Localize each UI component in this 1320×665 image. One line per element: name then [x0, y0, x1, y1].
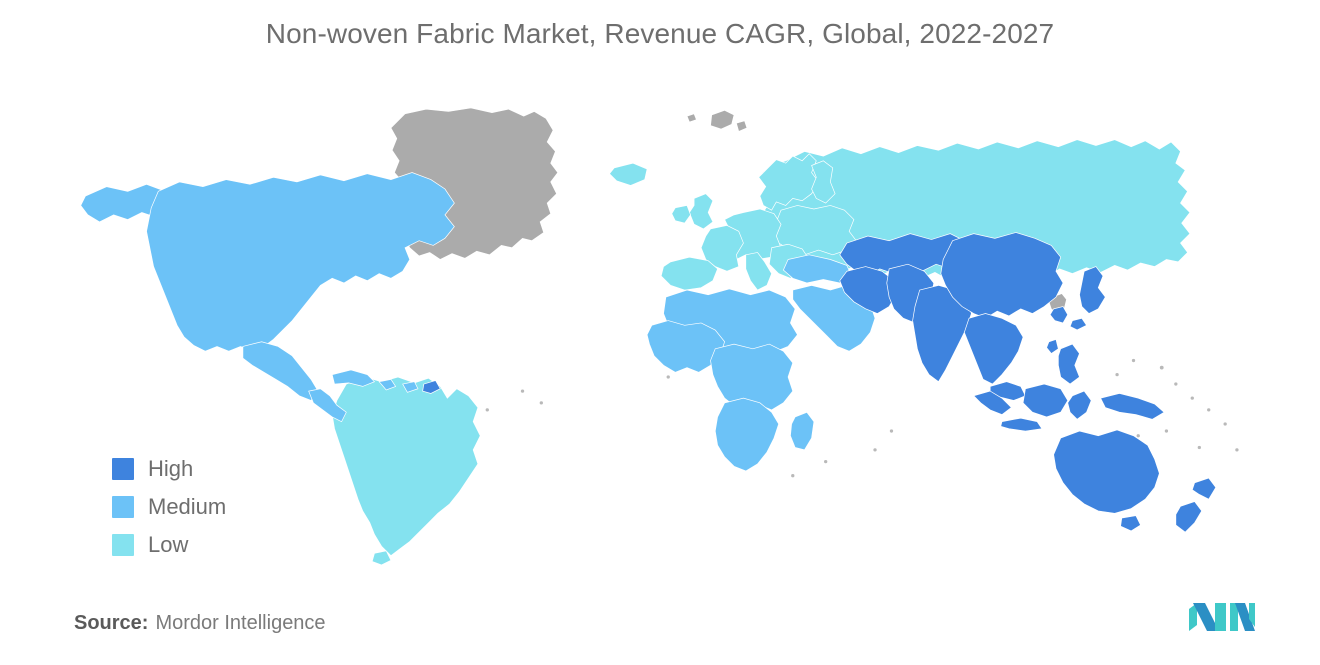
logo-shape-m-upright: [1215, 603, 1226, 631]
region-patagonia: [372, 551, 391, 565]
logo-shape-i-diagonal: [1235, 603, 1255, 631]
logo-shape-i-teal: [1230, 603, 1238, 631]
region-japan: [1070, 267, 1105, 330]
island-speck: [1207, 408, 1211, 412]
region-central-america: [309, 389, 347, 422]
region-france: [701, 225, 743, 271]
region-iberia: [661, 257, 717, 290]
source-value: Mordor Intelligence: [155, 612, 326, 634]
island-speck: [539, 401, 543, 405]
logo-shape-i-upright: [1249, 603, 1255, 627]
region-sulawesi: [1068, 391, 1092, 419]
map-regions-medium: [81, 173, 875, 471]
region-papua-new-guinea: [1101, 393, 1164, 419]
legend-swatch-medium: [112, 496, 134, 518]
island-speck: [1136, 434, 1140, 438]
region-iceland: [609, 163, 647, 185]
source-label: Source:: [74, 612, 149, 634]
island-speck: [1159, 365, 1164, 370]
world-choropleth-map: .land { stroke: #ffffff; stroke-width: 0…: [60, 95, 1260, 565]
region-tasmania: [1121, 516, 1141, 531]
island-speck: [1174, 382, 1178, 386]
island-speck: [520, 389, 525, 393]
logo-shape-left-teal: [1189, 603, 1197, 631]
region-australia: [1054, 430, 1160, 513]
region-mexico: [243, 342, 318, 401]
region-french-guiana: [423, 381, 441, 394]
region-west-africa: [647, 321, 725, 373]
region-ireland: [672, 205, 691, 223]
region-philippines: [1058, 344, 1079, 384]
region-central-east-africa: [711, 344, 793, 412]
legend-swatch-low: [112, 534, 134, 556]
region-taiwan: [1047, 339, 1059, 353]
region-iran: [840, 267, 896, 314]
region-java: [1001, 418, 1042, 431]
region-svalbard: [711, 110, 747, 131]
island-speck: [485, 408, 489, 412]
legend-swatch-high: [112, 458, 134, 480]
region-southeast-asia: [964, 314, 1023, 385]
island-speck: [1131, 358, 1136, 363]
region-china-mongolia: [941, 232, 1063, 318]
region-madagascar: [790, 412, 814, 450]
region-south-korea: [1050, 307, 1068, 323]
island-speck: [824, 459, 828, 464]
mordor-intelligence-logo: [1185, 597, 1259, 637]
region-borneo: [1023, 384, 1068, 417]
logo-shape-m-diagonal: [1193, 603, 1219, 631]
region-finland: [812, 161, 836, 203]
region-turkey: [783, 255, 851, 283]
region-southern-africa: [715, 398, 778, 471]
legend-label-low: Low: [148, 532, 189, 557]
island-speck: [1190, 396, 1194, 400]
island-speck: [889, 429, 894, 433]
island-speck: [873, 448, 877, 452]
legend-label-high: High: [148, 456, 194, 481]
source-attribution: Source: Mordor Intelligence: [74, 612, 326, 635]
legend-item-high[interactable]: High: [112, 450, 342, 488]
region-united-kingdom: [689, 194, 713, 229]
page-title: Non-woven Fabric Market, Revenue CAGR, G…: [265, 18, 1055, 49]
map-island-specks: [485, 358, 1239, 478]
legend-item-low[interactable]: Low: [112, 526, 342, 564]
island-speck: [666, 375, 670, 379]
region-south-america: [332, 377, 480, 556]
world-map-svg: .land { stroke: #ffffff; stroke-width: 0…: [60, 95, 1239, 565]
legend-label-medium: Medium: [148, 494, 227, 519]
island-speck: [1197, 445, 1201, 450]
map-regions-high: [840, 232, 1216, 532]
island-speck: [1235, 448, 1239, 452]
legend-item-medium[interactable]: Medium: [112, 488, 342, 526]
map-legend: High Medium Low: [112, 450, 342, 564]
region-sumatra: [974, 391, 1012, 415]
island-speck: [1223, 422, 1227, 426]
region-scandinavia: [759, 154, 819, 210]
island-speck: [1115, 373, 1119, 377]
island-speck: [791, 474, 795, 478]
region-canada-usa: [147, 173, 455, 352]
region-new-zealand: [1176, 478, 1216, 532]
region-misc-nodata: [687, 114, 696, 122]
region-caribbean: [332, 370, 418, 392]
island-speck: [1164, 429, 1169, 433]
logo-svg: [1189, 603, 1255, 631]
